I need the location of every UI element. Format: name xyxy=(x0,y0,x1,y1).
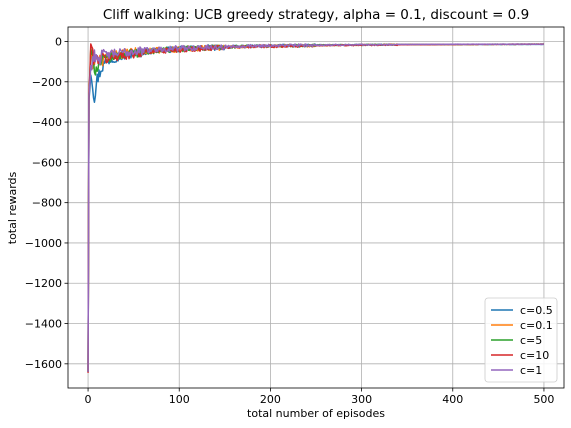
legend-box xyxy=(484,297,558,383)
legend-label: c=5 xyxy=(520,334,542,347)
legend-label: c=0.1 xyxy=(520,319,553,332)
chart-title: Cliff walking: UCB greedy strategy, alph… xyxy=(103,7,529,23)
x-tick-label: 0 xyxy=(85,393,92,406)
legend-label: c=10 xyxy=(520,349,549,362)
y-tick-label: −1200 xyxy=(25,277,62,290)
x-tick-label: 300 xyxy=(351,393,372,406)
x-tick-label: 200 xyxy=(260,393,281,406)
x-tick-label: 400 xyxy=(442,393,463,406)
x-axis-label: total number of episodes xyxy=(247,407,385,420)
x-tick-label: 100 xyxy=(169,393,190,406)
y-tick-label: −800 xyxy=(32,197,62,210)
legend-label: c=1 xyxy=(520,364,542,377)
legend: c=0.5 c=0.1 c=5 c=10 c=1 xyxy=(484,297,558,383)
series-line-c-1 xyxy=(87,43,545,372)
grid xyxy=(68,27,564,388)
y-tick-label: −1400 xyxy=(25,318,62,331)
series-lines xyxy=(87,43,545,373)
legend-label: c=0.5 xyxy=(520,304,553,317)
y-tick-label: −200 xyxy=(32,76,62,89)
y-tick-label: 0 xyxy=(55,36,62,49)
y-axis-ticks: 0 −200 −400 −600 −800 −1000 −1200 −1400 −1600 xyxy=(25,36,68,371)
y-tick-label: −1000 xyxy=(25,237,62,250)
x-axis-ticks: 0 100 200 300 400 500 xyxy=(85,388,554,406)
y-tick-label: −400 xyxy=(32,116,62,129)
y-axis-label: total rewards xyxy=(6,171,19,244)
x-tick-label: 500 xyxy=(533,393,554,406)
y-tick-label: −1600 xyxy=(25,358,62,371)
y-tick-label: −600 xyxy=(32,156,62,169)
plot-frame xyxy=(67,26,565,389)
